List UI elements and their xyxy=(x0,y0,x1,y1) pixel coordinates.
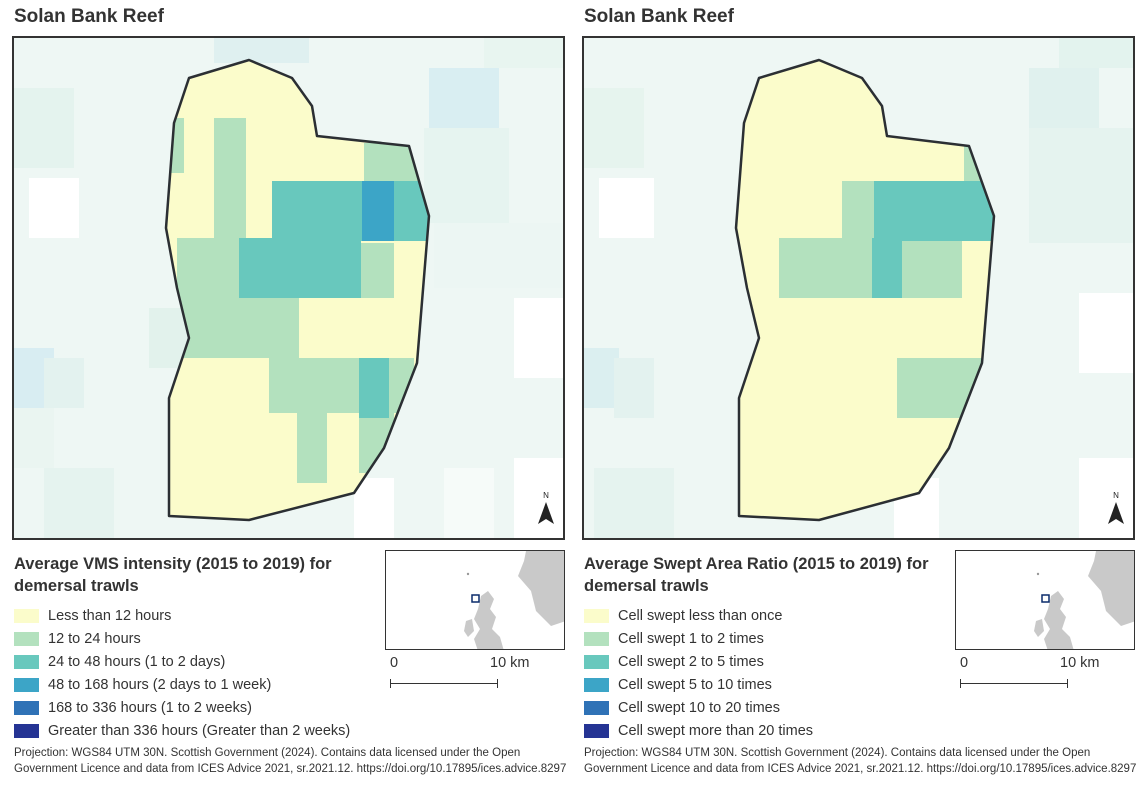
legend-swatch xyxy=(584,608,609,623)
legend-title: Average Swept Area Ratio (2015 to 2019) … xyxy=(584,555,929,595)
legend-item: Cell swept less than once xyxy=(584,604,813,627)
legend-title: Average VMS intensity (2015 to 2019) for… xyxy=(14,555,332,595)
map-credits: Projection: WGS84 UTM 30N. Scottish Gove… xyxy=(14,747,567,775)
map-canvas: N xyxy=(584,38,1133,538)
scale-start-label: 0 xyxy=(960,655,969,671)
legend-swatch xyxy=(14,608,39,623)
north-label: N xyxy=(543,491,549,500)
legend-item: Cell swept 2 to 5 times xyxy=(584,650,813,673)
map-view[interactable]: N xyxy=(12,36,565,540)
legend-item: 24 to 48 hours (1 to 2 days) xyxy=(14,650,350,673)
legend-swatch xyxy=(14,723,39,738)
legend-item: Cell swept 1 to 2 times xyxy=(584,627,813,650)
legend-swatch xyxy=(584,631,609,646)
map-canvas: N xyxy=(14,38,563,538)
north-arrow-icon xyxy=(538,502,554,524)
map-title: Solan Bank Reef xyxy=(14,6,164,27)
map-view[interactable]: N xyxy=(582,36,1135,540)
legend-item: 48 to 168 hours (2 days to 1 week) xyxy=(14,673,350,696)
legend-item: Cell swept 5 to 10 times xyxy=(584,673,813,696)
locator-inset-map xyxy=(955,550,1135,650)
legend-swatch xyxy=(584,654,609,669)
locator-inset-map xyxy=(385,550,565,650)
legend-item: Less than 12 hours xyxy=(14,604,350,627)
legend-item: Cell swept more than 20 times xyxy=(584,719,813,742)
vms-intensity-panel: Solan Bank Reef xyxy=(0,0,570,799)
legend-swatch xyxy=(14,654,39,669)
swept-area-ratio-panel: Solan Bank Reef xyxy=(570,0,1140,799)
scale-end-label: 10 km xyxy=(490,655,530,671)
reef-boundary xyxy=(734,58,996,522)
legend-item: Greater than 336 hours (Greater than 2 w… xyxy=(14,719,350,742)
legend-swatch xyxy=(584,677,609,692)
locator-marker xyxy=(1041,594,1050,603)
north-label: N xyxy=(1113,491,1119,500)
legend-item: Cell swept 10 to 20 times xyxy=(584,696,813,719)
legend-swatch xyxy=(14,677,39,692)
legend-item: 12 to 24 hours xyxy=(14,627,350,650)
legend-list: Cell swept less than once Cell swept 1 t… xyxy=(584,604,813,742)
legend-item: 168 to 336 hours (1 to 2 weeks) xyxy=(14,696,350,719)
north-arrow-icon xyxy=(1108,502,1124,524)
legend-list: Less than 12 hours 12 to 24 hours 24 to … xyxy=(14,604,350,742)
legend-swatch xyxy=(584,723,609,738)
scale-bar: 0 10 km xyxy=(960,655,1120,695)
legend-swatch xyxy=(14,700,39,715)
scale-bar: 0 10 km xyxy=(390,655,550,695)
legend-swatch xyxy=(584,700,609,715)
scale-start-label: 0 xyxy=(390,655,399,671)
map-title: Solan Bank Reef xyxy=(584,6,734,27)
scale-end-label: 10 km xyxy=(1060,655,1100,671)
reef-boundary xyxy=(164,58,431,522)
locator-marker xyxy=(471,594,480,603)
legend-swatch xyxy=(14,631,39,646)
map-credits: Projection: WGS84 UTM 30N. Scottish Gove… xyxy=(584,747,1137,775)
